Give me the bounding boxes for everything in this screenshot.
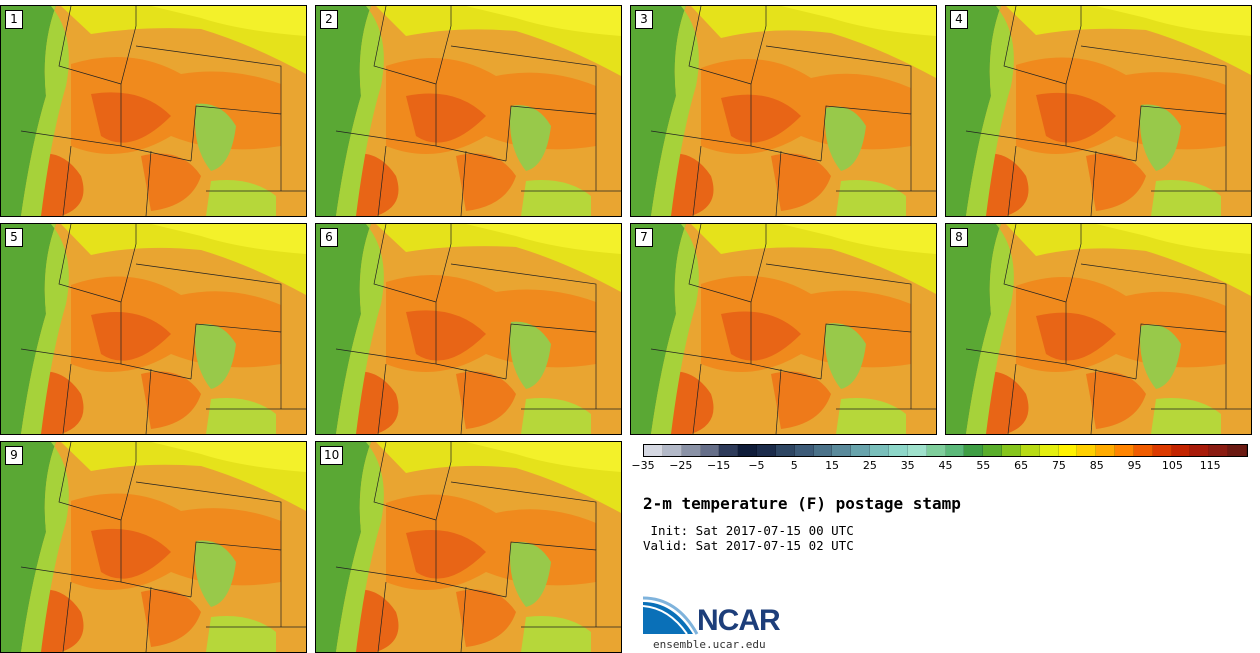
temperature-colorbar xyxy=(643,444,1248,457)
colorbar-segment xyxy=(1209,445,1229,456)
colorbar-segment xyxy=(888,445,908,456)
temperature-map xyxy=(1,442,306,652)
colorbar-tick-label: 15 xyxy=(825,459,840,472)
colorbar-segment xyxy=(1190,445,1210,456)
colorbar-tick-label: −35 xyxy=(631,459,655,472)
temperature-map xyxy=(316,224,621,434)
stamp-label: 7 xyxy=(635,228,653,247)
stamp-panel-9: 9 xyxy=(0,441,307,653)
colorbar-segment xyxy=(964,445,984,456)
colorbar-segment xyxy=(1020,445,1040,456)
colorbar-segment xyxy=(681,445,701,456)
colorbar-segment xyxy=(1096,445,1116,456)
colorbar-segment xyxy=(983,445,1003,456)
colorbar-tick-label: 55 xyxy=(976,459,991,472)
colorbar-segment xyxy=(794,445,814,456)
stamp-panel-6: 6 xyxy=(315,223,622,435)
colorbar-segment xyxy=(907,445,927,456)
stamp-panel-2: 2 xyxy=(315,5,622,217)
colorbar-segment xyxy=(926,445,946,456)
stamp-panel-3: 3 xyxy=(630,5,937,217)
stamp-label: 3 xyxy=(635,10,653,29)
temperature-map xyxy=(946,6,1251,216)
colorbar-segment xyxy=(775,445,795,456)
stamp-label: 4 xyxy=(950,10,968,29)
colorbar-segment xyxy=(1228,445,1247,456)
temperature-map xyxy=(316,6,621,216)
site-url: ensemble.ucar.edu xyxy=(653,638,766,651)
colorbar-segment xyxy=(870,445,889,456)
stamp-label: 6 xyxy=(320,228,338,247)
stamp-label: 1 xyxy=(5,10,23,29)
stamp-panel-1: 1 xyxy=(0,5,307,217)
colorbar-tick-label: 85 xyxy=(1089,459,1104,472)
colorbar-segment xyxy=(700,445,720,456)
colorbar-segment xyxy=(945,445,965,456)
figure-title: 2-m temperature (F) postage stamp xyxy=(643,494,961,513)
colorbar-tick-label: −25 xyxy=(669,459,693,472)
colorbar-segment xyxy=(1002,445,1021,456)
stamp-label: 2 xyxy=(320,10,338,29)
stamp-panel-5: 5 xyxy=(0,223,307,435)
colorbar-tick-label: 65 xyxy=(1014,459,1029,472)
colorbar-segment xyxy=(1077,445,1097,456)
colorbar-segment xyxy=(1115,445,1134,456)
colorbar-tick-label: 35 xyxy=(900,459,915,472)
colorbar-segment xyxy=(662,445,682,456)
stamp-label: 10 xyxy=(320,446,344,465)
temperature-map xyxy=(631,224,936,434)
colorbar-tick-label: 105 xyxy=(1161,459,1183,472)
colorbar-tick-label: 75 xyxy=(1051,459,1066,472)
colorbar-tick-label: 95 xyxy=(1127,459,1142,472)
ncar-logo-swoosh xyxy=(643,596,699,635)
temperature-map xyxy=(1,6,306,216)
colorbar-tick-label: 5 xyxy=(790,459,798,472)
stamp-panel-7: 7 xyxy=(630,223,937,435)
colorbar-segment xyxy=(757,445,776,456)
ncar-logo-text: NCAR xyxy=(697,604,781,637)
colorbar-tick-labels: −35 −25 −15 −5 5 15 25 35 45 55 65 75 85 95 105 115 xyxy=(631,459,1248,475)
colorbar-segment xyxy=(832,445,852,456)
colorbar-tick-label: 115 xyxy=(1199,459,1221,472)
stamp-label: 9 xyxy=(5,446,23,465)
colorbar-tick-label: 25 xyxy=(862,459,877,472)
temperature-map xyxy=(946,224,1251,434)
colorbar-segment xyxy=(644,445,663,456)
stamp-panel-4: 4 xyxy=(945,5,1252,217)
temperature-map xyxy=(1,224,306,434)
colorbar-segment xyxy=(1058,445,1078,456)
temperature-map xyxy=(316,442,621,652)
temperature-map xyxy=(631,6,936,216)
colorbar-segment xyxy=(1133,445,1153,456)
stamp-label: 5 xyxy=(5,228,23,247)
colorbar-segment xyxy=(851,445,871,456)
colorbar-segment xyxy=(813,445,833,456)
stamp-panel-8: 8 xyxy=(945,223,1252,435)
init-time: Init: Sat 2017-07-15 00 UTC xyxy=(643,523,854,538)
valid-time: Valid: Sat 2017-07-15 02 UTC xyxy=(643,538,854,553)
colorbar-tick-label: 45 xyxy=(938,459,953,472)
colorbar-tick-label: −5 xyxy=(748,459,765,472)
colorbar-segment xyxy=(738,445,758,456)
colorbar-segment xyxy=(1152,445,1172,456)
stamp-panel-10: 10 xyxy=(315,441,622,653)
colorbar-segment xyxy=(1039,445,1059,456)
colorbar-tick-label: −15 xyxy=(707,459,731,472)
colorbar-segment xyxy=(719,445,739,456)
stamp-label: 8 xyxy=(950,228,968,247)
colorbar-segment xyxy=(1171,445,1191,456)
